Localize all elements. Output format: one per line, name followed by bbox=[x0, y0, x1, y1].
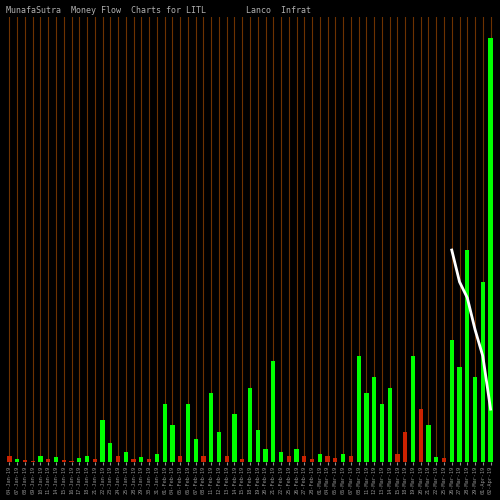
Bar bbox=[473, 378, 477, 462]
Bar bbox=[388, 388, 392, 462]
Bar bbox=[217, 432, 221, 462]
Bar bbox=[178, 456, 182, 462]
Bar bbox=[170, 425, 174, 462]
Bar bbox=[333, 458, 338, 462]
Text: MunafaSutra  Money Flow  Charts for LITL        Lanco  Infrat: MunafaSutra Money Flow Charts for LITL L… bbox=[6, 6, 310, 15]
Bar bbox=[62, 460, 66, 462]
Bar bbox=[147, 459, 152, 462]
Bar bbox=[8, 456, 12, 462]
Bar bbox=[458, 366, 462, 462]
Bar bbox=[372, 378, 376, 462]
Bar bbox=[426, 425, 430, 462]
Bar bbox=[108, 443, 112, 462]
Bar bbox=[15, 459, 20, 462]
Bar bbox=[411, 356, 415, 462]
Bar bbox=[326, 456, 330, 462]
Bar bbox=[364, 393, 368, 462]
Bar bbox=[450, 340, 454, 462]
Bar bbox=[202, 456, 205, 462]
Bar bbox=[264, 450, 268, 462]
Bar bbox=[30, 461, 35, 462]
Bar bbox=[434, 457, 438, 462]
Bar bbox=[380, 404, 384, 462]
Bar bbox=[132, 459, 136, 462]
Bar bbox=[310, 459, 314, 462]
Bar bbox=[396, 454, 400, 462]
Bar bbox=[194, 439, 198, 462]
Bar bbox=[85, 456, 89, 462]
Bar bbox=[38, 456, 42, 462]
Bar bbox=[286, 456, 291, 462]
Bar bbox=[318, 454, 322, 462]
Bar bbox=[162, 404, 167, 462]
Bar bbox=[77, 458, 82, 462]
Bar bbox=[442, 458, 446, 462]
Bar bbox=[341, 454, 345, 462]
Bar bbox=[92, 459, 97, 462]
Bar bbox=[54, 457, 58, 462]
Bar bbox=[154, 454, 159, 462]
Bar bbox=[348, 456, 353, 462]
Bar bbox=[403, 432, 407, 462]
Bar bbox=[232, 414, 236, 462]
Bar bbox=[116, 456, 120, 462]
Bar bbox=[465, 250, 469, 462]
Bar bbox=[488, 38, 492, 462]
Bar bbox=[256, 430, 260, 462]
Bar bbox=[294, 450, 298, 462]
Bar bbox=[70, 461, 73, 462]
Bar bbox=[271, 362, 276, 462]
Bar bbox=[139, 457, 143, 462]
Bar bbox=[186, 404, 190, 462]
Bar bbox=[124, 452, 128, 462]
Bar bbox=[209, 393, 214, 462]
Bar bbox=[248, 388, 252, 462]
Bar bbox=[240, 459, 244, 462]
Bar bbox=[418, 409, 423, 462]
Bar bbox=[23, 460, 27, 462]
Bar bbox=[302, 456, 306, 462]
Bar bbox=[480, 282, 485, 462]
Bar bbox=[46, 459, 50, 462]
Bar bbox=[356, 356, 361, 462]
Bar bbox=[279, 452, 283, 462]
Bar bbox=[224, 456, 229, 462]
Bar bbox=[100, 420, 104, 462]
